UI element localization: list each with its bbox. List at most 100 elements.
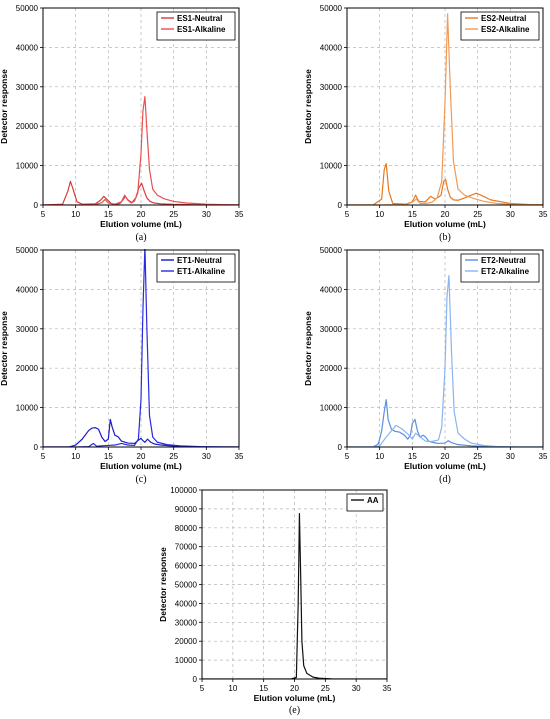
x-tick-label: 35 [383, 684, 392, 693]
x-tick-label: 25 [321, 684, 330, 693]
legend-entry: ET1-Neutral [177, 256, 222, 265]
x-axis-label: Elution volume (mL) [404, 219, 486, 229]
series-line-d-0 [347, 399, 543, 447]
x-tick-label: 30 [506, 452, 515, 461]
y-tick-label: 0 [193, 675, 198, 684]
legend-box [156, 11, 236, 41]
panel-caption: (b) [439, 232, 451, 243]
legend: ET1-Neutral ET1-Alkaline [156, 253, 236, 283]
y-tick-label: 30000 [16, 83, 39, 92]
y-tick-label: 0 [338, 201, 343, 210]
y-tick-label: 70000 [175, 543, 198, 552]
panel-caption: (e) [289, 705, 300, 716]
y-tick-label: 10000 [320, 404, 343, 413]
y-axis-label: Detector response [0, 69, 9, 144]
y-axis-label: Detector response [303, 311, 313, 386]
series-line-c-1 [43, 249, 239, 447]
y-tick-label: 20000 [320, 122, 343, 131]
x-tick-label: 20 [441, 452, 450, 461]
legend: ET2-Neutral ET2-Alkaline [460, 253, 540, 283]
y-tick-label: 40000 [16, 285, 39, 294]
x-tick-label: 5 [41, 452, 46, 461]
legend-entry: ET1-Alkaline [177, 267, 226, 276]
x-tick-label: 30 [506, 210, 515, 219]
series-line-a-1 [43, 96, 239, 205]
x-tick-label: 10 [375, 452, 384, 461]
legend-entry: ET2-Neutral [481, 256, 526, 265]
series-line-b-0 [347, 163, 543, 205]
y-tick-label: 30000 [320, 325, 343, 334]
panel-caption: (d) [439, 474, 451, 485]
series-line-b-1 [347, 13, 543, 205]
x-tick-label: 25 [169, 210, 178, 219]
x-tick-label: 15 [408, 210, 417, 219]
x-tick-label: 30 [352, 684, 361, 693]
chart-d: 5 10 15 20 25 30 35 0 10000 20000 30000 40000 50000 E… [303, 246, 548, 485]
x-tick-label: 25 [169, 452, 178, 461]
y-tick-label: 10000 [16, 404, 39, 413]
x-tick-label: 20 [441, 210, 450, 219]
legend-box [460, 253, 540, 283]
x-axis-label: Elution volume (mL) [100, 219, 182, 229]
x-tick-label: 35 [539, 210, 548, 219]
x-tick-label: 35 [235, 210, 244, 219]
y-tick-label: 40000 [175, 599, 198, 608]
y-tick-label: 100000 [170, 486, 197, 495]
x-tick-label: 30 [202, 452, 211, 461]
y-tick-label: 20000 [16, 364, 39, 373]
x-tick-label: 10 [71, 210, 80, 219]
x-tick-label: 20 [290, 684, 299, 693]
series-line-c-0 [43, 418, 239, 447]
series-line-d-1 [347, 275, 543, 447]
y-tick-label: 40000 [320, 285, 343, 294]
chart-e: 5 10 15 20 25 30 35 0 10000 20000 30000 40000 50000 6… [158, 486, 392, 716]
y-tick-label: 50000 [320, 246, 343, 255]
legend-box [460, 11, 540, 41]
chart-c: 5 10 15 20 25 30 35 0 10000 20000 30000 40000 50000 E… [0, 246, 244, 485]
x-tick-label: 30 [202, 210, 211, 219]
y-tick-label: 90000 [175, 505, 198, 514]
y-tick-label: 0 [338, 443, 343, 452]
x-axis-label: Elution volume (mL) [100, 461, 182, 471]
legend: ES2-Neutral ES2-Alkaline [460, 11, 540, 41]
y-tick-label: 0 [34, 201, 39, 210]
legend-box [156, 253, 236, 283]
x-tick-label: 5 [345, 452, 350, 461]
y-tick-label: 50000 [16, 246, 39, 255]
x-tick-label: 15 [104, 452, 113, 461]
x-tick-label: 10 [375, 210, 384, 219]
x-tick-label: 15 [104, 210, 113, 219]
legend-entry: ES1-Alkaline [177, 25, 226, 34]
series-line-a-0 [43, 180, 239, 205]
y-tick-label: 40000 [320, 43, 343, 52]
legend-entry: ES2-Neutral [481, 14, 526, 23]
x-tick-label: 5 [200, 684, 205, 693]
y-axis-label: Detector response [303, 69, 313, 144]
x-tick-label: 20 [137, 452, 146, 461]
legend-entry: ES2-Alkaline [481, 25, 530, 34]
y-tick-label: 10000 [16, 162, 39, 171]
y-tick-label: 10000 [175, 656, 198, 665]
panel-caption: (a) [135, 232, 146, 243]
legend: AA [346, 493, 384, 512]
legend: ES1-Neutral ES1-Alkaline [156, 11, 236, 41]
y-axis-label: Detector response [158, 547, 168, 622]
y-tick-label: 50000 [320, 4, 343, 13]
x-tick-label: 5 [41, 210, 46, 219]
legend-box [346, 493, 384, 512]
chart-b: 5 10 15 20 25 30 35 0 10000 20000 30000 40000 50000 E… [303, 4, 548, 243]
y-tick-label: 20000 [16, 122, 39, 131]
x-tick-label: 10 [71, 452, 80, 461]
y-tick-label: 40000 [16, 43, 39, 52]
x-tick-label: 25 [473, 210, 482, 219]
x-tick-label: 15 [259, 684, 268, 693]
legend-entry: ES1-Neutral [177, 14, 222, 23]
x-tick-label: 15 [408, 452, 417, 461]
y-tick-label: 10000 [320, 162, 343, 171]
x-axis-label: Elution volume (mL) [404, 461, 486, 471]
x-tick-label: 25 [473, 452, 482, 461]
x-axis-label: Elution volume (mL) [254, 693, 336, 703]
y-tick-label: 30000 [16, 325, 39, 334]
y-tick-label: 0 [34, 443, 39, 452]
